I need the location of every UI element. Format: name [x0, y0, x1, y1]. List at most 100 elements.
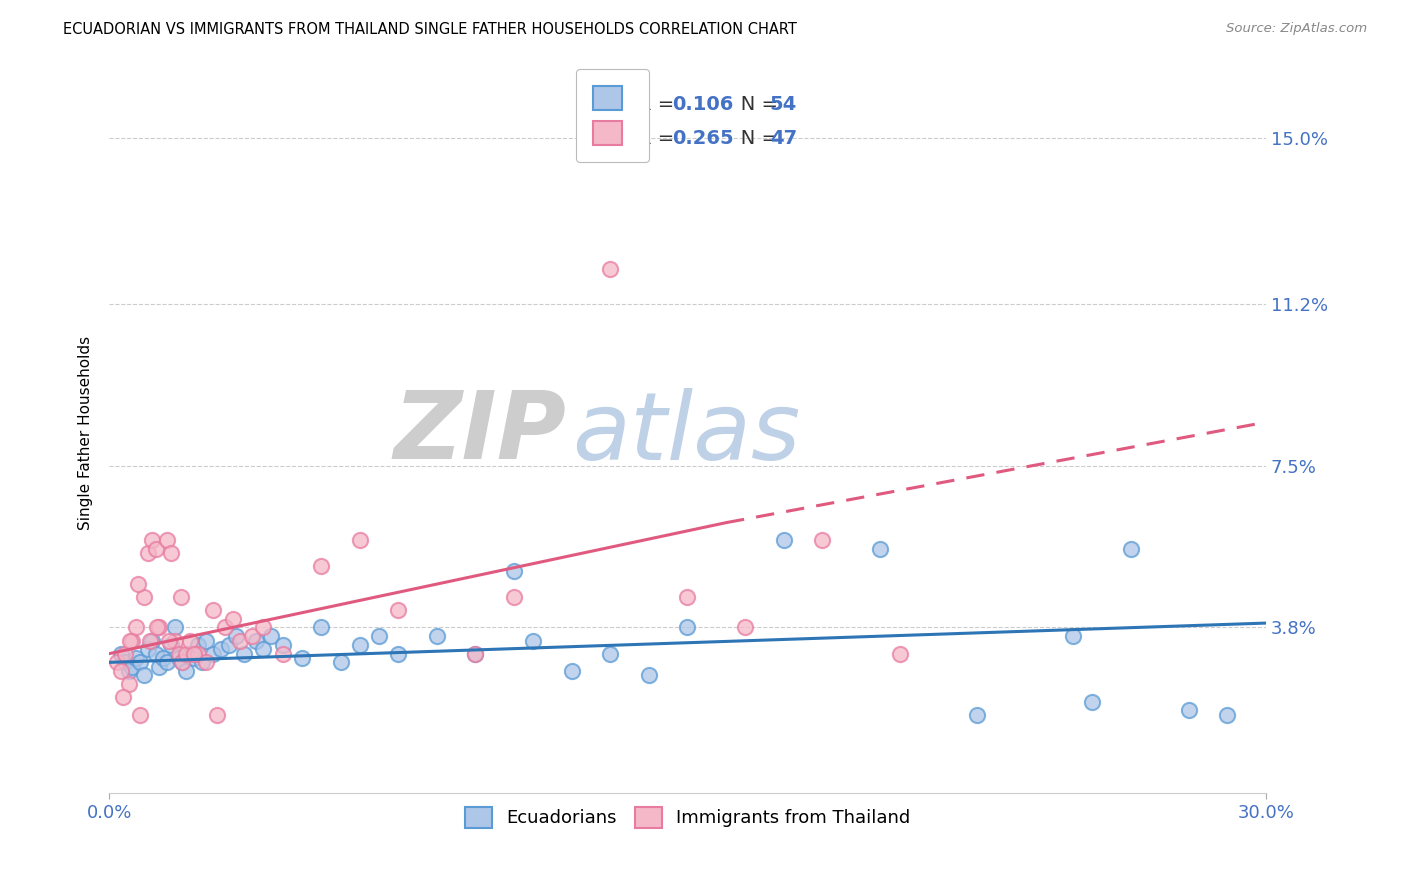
Point: [1062, 629, 1084, 643]
Point: [464, 647, 486, 661]
Point: [349, 533, 371, 548]
Point: [426, 629, 449, 643]
Point: [179, 647, 201, 661]
Point: [114, 656, 136, 670]
Point: [148, 659, 170, 673]
Text: 54: 54: [769, 95, 797, 113]
Point: [125, 620, 148, 634]
Point: [148, 620, 170, 634]
Point: [160, 546, 183, 560]
Point: [229, 633, 252, 648]
Point: [183, 647, 205, 661]
Point: [187, 638, 209, 652]
Point: [172, 656, 194, 670]
Point: [194, 633, 217, 648]
Point: [503, 564, 526, 578]
Point: [105, 656, 128, 670]
Point: [233, 647, 256, 661]
Text: N =: N =: [723, 129, 785, 148]
Point: [271, 647, 294, 661]
Point: [225, 629, 247, 643]
Point: [349, 638, 371, 652]
Point: [387, 647, 409, 661]
Point: [156, 533, 179, 548]
Point: [172, 656, 194, 670]
Point: [129, 707, 152, 722]
Point: [156, 656, 179, 670]
Point: [205, 707, 228, 722]
Point: [176, 647, 198, 661]
Point: [599, 262, 621, 277]
Point: [260, 629, 283, 643]
Point: [157, 633, 180, 648]
Point: [136, 546, 159, 560]
Text: R =: R =: [638, 129, 681, 148]
Point: [291, 651, 314, 665]
Point: [245, 633, 267, 648]
Point: [167, 651, 190, 665]
Point: [145, 541, 167, 556]
Point: [869, 541, 891, 556]
Point: [141, 633, 163, 648]
Point: [252, 620, 274, 634]
Point: [169, 590, 191, 604]
Point: [309, 559, 332, 574]
Point: [160, 638, 183, 652]
Point: [1216, 707, 1239, 722]
Point: [163, 620, 186, 634]
Text: 0.106: 0.106: [672, 95, 734, 113]
Point: [387, 603, 409, 617]
Point: [676, 590, 699, 604]
Point: [209, 642, 232, 657]
Point: [202, 647, 225, 661]
Text: 0.265: 0.265: [672, 129, 734, 148]
Point: [117, 664, 139, 678]
Y-axis label: Single Father Households: Single Father Households: [79, 336, 93, 530]
Point: [561, 664, 583, 678]
Point: [734, 620, 756, 634]
Point: [132, 590, 155, 604]
Point: [1119, 541, 1142, 556]
Legend: Ecuadorians, Immigrants from Thailand: Ecuadorians, Immigrants from Thailand: [457, 799, 918, 835]
Point: [214, 620, 236, 634]
Point: [110, 647, 132, 661]
Point: [114, 647, 136, 661]
Point: [127, 576, 149, 591]
Point: [522, 633, 544, 648]
Point: [179, 633, 201, 648]
Point: [368, 629, 391, 643]
Point: [202, 603, 225, 617]
Point: [132, 668, 155, 682]
Point: [252, 642, 274, 657]
Text: 47: 47: [769, 129, 797, 148]
Point: [191, 656, 214, 670]
Point: [676, 620, 699, 634]
Point: [167, 647, 190, 661]
Point: [183, 651, 205, 665]
Point: [218, 638, 240, 652]
Point: [271, 638, 294, 652]
Point: [1081, 695, 1104, 709]
Point: [141, 533, 163, 548]
Point: [221, 612, 243, 626]
Text: atlas: atlas: [572, 388, 800, 479]
Point: [146, 620, 169, 634]
Point: [503, 590, 526, 604]
Point: [889, 647, 911, 661]
Point: [811, 533, 834, 548]
Point: [117, 677, 139, 691]
Point: [599, 647, 621, 661]
Text: ZIP: ZIP: [394, 387, 567, 479]
Point: [1177, 703, 1199, 717]
Text: ECUADORIAN VS IMMIGRANTS FROM THAILAND SINGLE FATHER HOUSEHOLDS CORRELATION CHAR: ECUADORIAN VS IMMIGRANTS FROM THAILAND S…: [63, 22, 797, 37]
Point: [309, 620, 332, 634]
Point: [329, 656, 352, 670]
Point: [638, 668, 661, 682]
Point: [145, 647, 167, 661]
Point: [110, 664, 132, 678]
Point: [120, 633, 142, 648]
Point: [152, 651, 174, 665]
Point: [138, 633, 160, 648]
Text: N =: N =: [723, 95, 785, 113]
Point: [111, 690, 134, 705]
